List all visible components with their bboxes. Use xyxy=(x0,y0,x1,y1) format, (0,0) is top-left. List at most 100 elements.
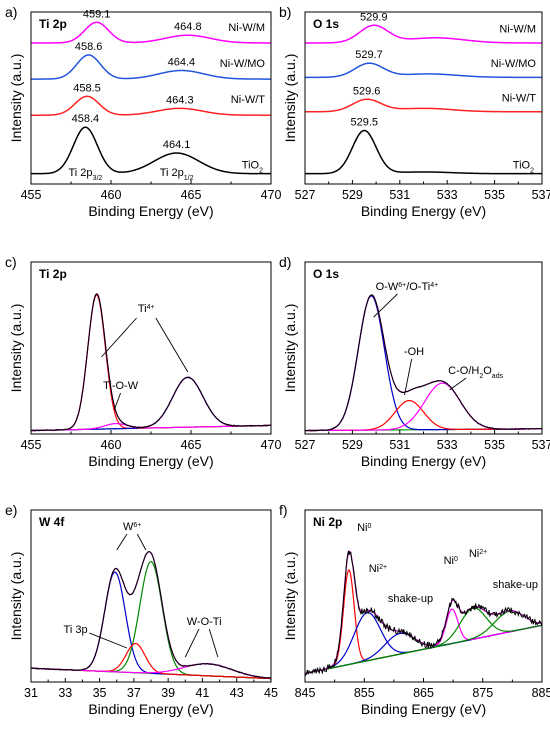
x-tick-label: 465 xyxy=(181,188,202,202)
series-line-ni-w-t xyxy=(305,98,542,113)
component-label: Ti 3p xyxy=(64,624,88,636)
component-label: C-O/H2Oads xyxy=(448,365,503,380)
peak-label: 529.6 xyxy=(353,85,381,97)
x-tick-label: 529 xyxy=(342,188,363,202)
x-tick-label: 865 xyxy=(413,686,434,700)
series-name: Ni-W/MO xyxy=(491,58,537,70)
x-tick-label: 537 xyxy=(532,188,550,202)
peak-label: 464.1 xyxy=(163,139,191,151)
series-line-ni-w-m xyxy=(305,24,543,44)
peak-label: 459.1 xyxy=(83,8,111,20)
x-tick-label: 531 xyxy=(389,438,410,452)
panel-tag: f) xyxy=(279,502,288,518)
x-tick-label: 33 xyxy=(58,686,72,700)
y-axis-label: Intensity (a.u.) xyxy=(8,304,24,393)
panel-c: Ti4+ Ti-O-W 455 460 465 470 Binding Energy (eV… xyxy=(5,254,281,469)
panel-tag: e) xyxy=(5,502,17,518)
series-name: Ni-W/M xyxy=(228,22,265,34)
peak-label: 529.7 xyxy=(355,49,383,61)
component-label: Ni2+ xyxy=(369,563,387,575)
panel-tag: b) xyxy=(279,4,291,20)
fit-component xyxy=(304,295,543,432)
fit-envelope xyxy=(304,294,543,432)
y-axis-label: Intensity (a.u.) xyxy=(8,552,24,641)
label-arrow xyxy=(136,533,147,551)
fit-component xyxy=(30,560,272,680)
x-axis-label: Binding Energy (eV) xyxy=(88,701,213,717)
series-line-tio2 xyxy=(305,129,542,175)
x-tick-label: 45 xyxy=(264,686,278,700)
series-name: Ni-W/T xyxy=(231,94,265,106)
panel-f: Ni0 Ni2+ shake-up Ni0 Ni2+ shake-up 845 855 865 8… xyxy=(279,502,550,717)
x-tick-label: 875 xyxy=(472,686,493,700)
x-tick-label: 37 xyxy=(127,686,141,700)
measured-line xyxy=(30,293,272,432)
panel-tag: a) xyxy=(5,4,17,20)
panel-title: O 1s xyxy=(313,17,339,31)
panel-title: W 4f xyxy=(39,515,65,529)
fit-component xyxy=(30,294,272,432)
label-arrow xyxy=(116,533,128,551)
component-label: Ti-O-W xyxy=(103,380,139,392)
x-tick-label: 39 xyxy=(161,686,175,700)
peak-label: 464.4 xyxy=(168,56,196,68)
label-arrow xyxy=(184,628,200,658)
x-tick-label: 529 xyxy=(342,438,363,452)
series-name: TiO2 xyxy=(242,160,263,175)
x-tick-label: 41 xyxy=(195,686,209,700)
x-tick-label: 855 xyxy=(354,686,375,700)
x-tick-label: 470 xyxy=(261,438,282,452)
label-arrow xyxy=(113,392,122,411)
x-tick-label: 537 xyxy=(532,438,550,452)
x-tick-label: 43 xyxy=(230,686,244,700)
x-axis-label: Binding Energy (eV) xyxy=(361,203,486,219)
fit-envelope xyxy=(30,293,272,432)
y-axis-label: Intensity (a.u.) xyxy=(282,304,298,393)
peak-label: 458.4 xyxy=(72,113,100,125)
series-name: Ni-W/T xyxy=(502,92,536,104)
y-axis-label: Intensity (a.u.) xyxy=(8,54,24,143)
component-label: O-W6+/O-Ti4+ xyxy=(376,281,439,293)
series-name: Ni-W/MO xyxy=(220,58,266,70)
panel-title: Ni 2p xyxy=(313,515,342,529)
x-tick-label: 845 xyxy=(295,686,316,700)
y-axis-label: Intensity (a.u.) xyxy=(282,552,298,641)
fit-component xyxy=(304,399,543,432)
fit-component xyxy=(304,610,543,674)
fit-envelope xyxy=(30,551,272,679)
panel-title: O 1s xyxy=(313,267,339,281)
plot-frame xyxy=(30,509,272,683)
peak-label: 464.8 xyxy=(174,21,202,33)
peak-label: 464.3 xyxy=(166,94,194,106)
series-name: Ni-W/M xyxy=(499,24,536,36)
panel-a: Ni-W/M 459.1 464.8 Ni-W/MO 458.6 464.4 Ni-W/T 4… xyxy=(5,4,281,219)
label-arrow xyxy=(373,293,398,318)
series-name: TiO2 xyxy=(513,160,534,175)
series-line-ni-w-mo xyxy=(305,62,542,79)
series-line-ni-w-t xyxy=(31,95,271,116)
x-axis-label: Binding Energy (eV) xyxy=(88,203,213,219)
panel-tag: d) xyxy=(279,254,291,270)
x-axis-label: Binding Energy (eV) xyxy=(88,453,213,469)
label-arrow xyxy=(449,377,467,391)
x-tick-label: 465 xyxy=(181,438,202,452)
peak-label: 529.5 xyxy=(350,116,378,128)
y-axis-label: Intensity (a.u.) xyxy=(282,54,298,143)
series-line-ni-w-m xyxy=(31,21,271,44)
peak-annotation: Ti 2p3/2 xyxy=(69,167,103,182)
component-label: Ni0 xyxy=(357,522,371,534)
label-arrow xyxy=(89,632,128,649)
peak-annotation: Ti 2p1/2 xyxy=(160,167,194,182)
x-tick-label: 535 xyxy=(484,438,505,452)
series-line-tio2 xyxy=(31,126,271,175)
peak-label: 458.6 xyxy=(75,41,103,53)
x-axis-label: Binding Energy (eV) xyxy=(361,701,486,717)
peak-label: 458.5 xyxy=(73,82,101,94)
peak-label: 529.9 xyxy=(360,11,388,23)
x-tick-label: 460 xyxy=(101,188,122,202)
fit-component xyxy=(304,382,543,432)
x-tick-label: 535 xyxy=(484,188,505,202)
component-label: -OH xyxy=(404,346,424,358)
measured-line xyxy=(30,550,272,679)
component-label: W-O-Ti xyxy=(187,616,222,628)
